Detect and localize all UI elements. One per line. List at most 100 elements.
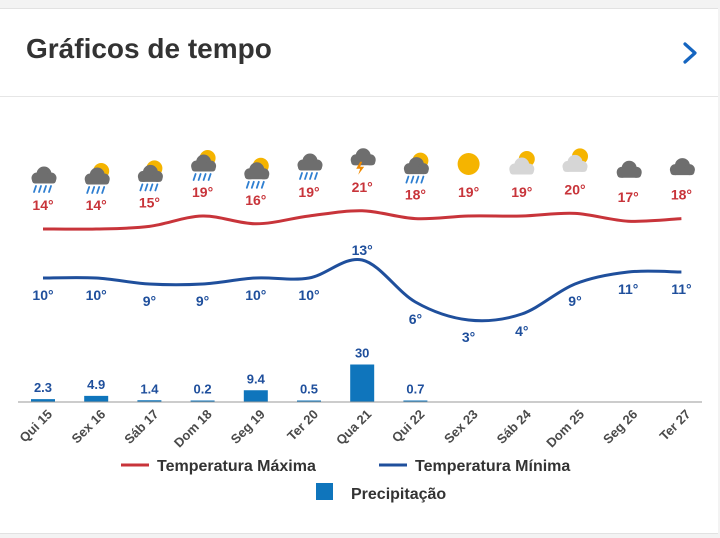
cloud-base — [191, 165, 216, 172]
rain-drop — [255, 180, 260, 189]
rain-drop — [149, 183, 154, 192]
cloud-base — [244, 172, 269, 180]
cloud-base — [563, 165, 587, 172]
precipitation-bar — [31, 399, 55, 402]
sun-rain-cloud-icon — [403, 152, 429, 184]
min-temperature-label: 10° — [86, 287, 107, 303]
legend-label-precip: Precipitação — [351, 486, 446, 503]
rain-drop — [309, 172, 313, 180]
min-temperature-label: 9° — [143, 293, 156, 309]
chart-legend: Temperatura Máxima Temperatura Mínima Prec… — [121, 458, 570, 503]
rain-drop — [405, 175, 410, 184]
rain-drop — [245, 180, 250, 189]
sun-disc — [457, 153, 480, 175]
max-temperature-label: 14° — [86, 197, 107, 213]
rain-drop — [299, 172, 303, 180]
precipitation-label: 0.2 — [194, 382, 212, 397]
min-temperature-label: 3° — [462, 329, 475, 345]
rain-drop — [38, 185, 42, 193]
sun-rain-cloud-icon — [244, 157, 270, 189]
rain-drop — [43, 185, 47, 193]
x-tick-label: Dom 18 — [171, 407, 215, 451]
rain-drop — [260, 180, 265, 189]
precipitation-bar — [137, 400, 162, 402]
min-temperature-line — [42, 258, 682, 323]
max-temperature-label: 14° — [32, 197, 53, 213]
max-temperature-label: 18° — [405, 187, 426, 203]
rain-drop — [86, 186, 91, 194]
max-temperature-label: 18° — [671, 187, 692, 203]
max-temperature-label: 19° — [458, 184, 479, 200]
rain-drop — [101, 186, 106, 194]
min-temperature-label: 10° — [32, 287, 53, 303]
precipitation-bar — [297, 400, 321, 402]
card-title: Gráficos de tempo — [26, 33, 272, 64]
rain-drop — [144, 183, 149, 192]
x-tick-label: Qui 15 — [16, 407, 55, 446]
sun-rain-cloud-icon — [137, 160, 163, 192]
rain-drop — [250, 180, 255, 189]
cloud-icon — [669, 158, 695, 176]
x-tick-label: Sex 16 — [69, 407, 109, 447]
x-tick-label: Dom 25 — [543, 407, 587, 451]
min-temperature-label: 13° — [352, 242, 373, 258]
rain-drop — [139, 183, 144, 192]
cloud-base — [617, 171, 642, 178]
cloud-icon — [616, 160, 642, 178]
min-temperature-label: 4° — [515, 323, 528, 339]
chevron-right-icon[interactable] — [676, 37, 704, 69]
rain-drop — [33, 185, 37, 193]
x-tick-label: Seg 26 — [600, 407, 640, 447]
rain-drop — [410, 175, 415, 184]
thunderstorm-icon — [350, 148, 376, 175]
max-temperature-line — [42, 209, 682, 231]
min-temperature-label: 10° — [245, 287, 266, 303]
min-temperature-label: 6° — [409, 311, 422, 327]
weather-charts-card: Gráficos de tempo — [0, 8, 718, 534]
card-header[interactable]: Gráficos de tempo — [0, 9, 718, 97]
rain-drop — [91, 186, 96, 194]
rain-drop — [197, 173, 202, 181]
max-temperature-label: 20° — [564, 181, 585, 197]
rain-drop — [202, 173, 207, 181]
rain-drop — [415, 175, 420, 184]
precipitation-bar — [84, 395, 109, 402]
x-tick-label: Qui 22 — [389, 407, 428, 446]
rain-drop — [304, 172, 308, 180]
legend-label-min: Temperatura Mínima — [415, 458, 570, 475]
rain-drop — [314, 172, 318, 180]
max-temperature-label: 16° — [245, 192, 266, 208]
min-temperature-label: 10° — [298, 287, 319, 303]
cloud-base — [351, 158, 376, 166]
cloud-base — [85, 178, 110, 185]
sun-icon — [457, 153, 480, 175]
precipitation-label: 4.9 — [87, 377, 105, 392]
x-tick-label: Ter 20 — [284, 407, 321, 444]
cloud-base — [298, 164, 322, 171]
cloud-base — [404, 167, 429, 175]
precipitation-label: 30 — [355, 346, 369, 361]
precipitation-bar — [350, 364, 375, 402]
precipitation-bar — [190, 400, 215, 402]
x-tick-label: Ter 27 — [657, 407, 694, 444]
x-tick-label: Sáb 24 — [494, 406, 535, 447]
rain-drop — [420, 175, 425, 184]
rain-drop — [154, 183, 159, 192]
min-temperature-label: 9° — [196, 293, 209, 309]
rain-cloud-icon — [31, 166, 57, 193]
x-tick-label: Sáb 17 — [121, 407, 161, 447]
cloud-base — [32, 177, 56, 184]
max-temperature-label: 15° — [139, 194, 160, 210]
max-temperature-label: 19° — [298, 184, 319, 200]
precipitation-bar — [243, 390, 268, 402]
precipitation-label: 2.3 — [34, 380, 52, 395]
lightning-bolt — [356, 161, 365, 175]
x-tick-label: Sex 23 — [441, 407, 481, 447]
legend-label-max: Temperatura Máxima — [157, 458, 316, 475]
rain-drop — [207, 173, 212, 181]
min-temperature-label: 9° — [568, 293, 581, 309]
sun-cloud-icon — [509, 151, 535, 175]
rain-cloud-icon — [297, 153, 323, 180]
min-temperature-label: 11° — [671, 281, 691, 297]
